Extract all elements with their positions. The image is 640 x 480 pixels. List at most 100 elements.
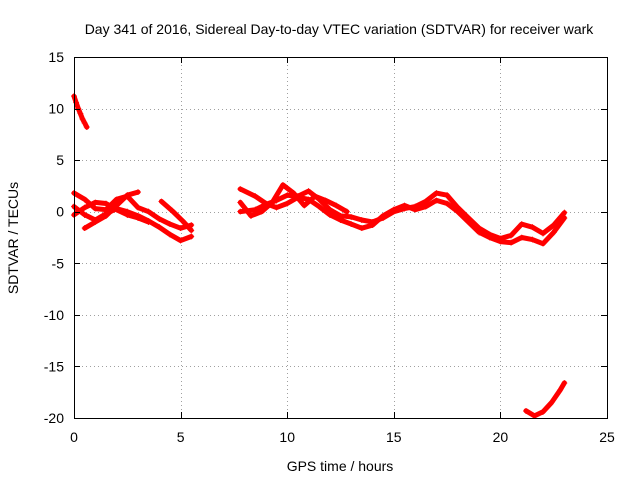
data-point: + <box>476 221 483 235</box>
data-point: + <box>454 205 461 219</box>
data-point: + <box>486 227 493 241</box>
data-point: + <box>486 231 493 245</box>
data-point: + <box>156 212 163 226</box>
data-point: + <box>279 178 286 192</box>
data-point: + <box>113 199 120 213</box>
data-point: + <box>188 229 195 243</box>
data-point: + <box>92 202 99 216</box>
data-point: + <box>188 218 195 232</box>
data-point: + <box>124 205 131 219</box>
data-point: + <box>380 209 387 223</box>
data-point: + <box>273 193 280 207</box>
data-point: + <box>301 199 308 213</box>
data-point: + <box>237 195 244 209</box>
data-point: + <box>548 396 555 410</box>
data-point: + <box>273 201 280 215</box>
data-point: + <box>252 203 259 217</box>
data-point: + <box>343 205 350 219</box>
series-arc-e <box>158 198 194 233</box>
y-tick-label: 5 <box>56 152 64 168</box>
data-point: + <box>79 112 86 126</box>
y-tick-label: -20 <box>44 410 64 426</box>
data-point: + <box>166 217 173 231</box>
data-point: + <box>188 223 195 237</box>
data-point: + <box>531 409 538 423</box>
data-point: + <box>508 228 515 242</box>
data-point: + <box>444 196 451 210</box>
data-point: + <box>561 206 568 220</box>
data-point: + <box>102 209 109 223</box>
grid-layer <box>74 57 607 418</box>
tick-layer: 0 5 10 15 20 25 -20 -15 -10 -5 0 5 10 15 <box>44 49 615 445</box>
data-point: + <box>348 217 355 231</box>
data-point: + <box>81 116 88 130</box>
data-point: + <box>145 215 152 229</box>
data-point: + <box>358 213 365 227</box>
y-tick-label: -15 <box>44 358 64 374</box>
x-tick-label: 5 <box>177 429 185 445</box>
data-point: + <box>561 211 568 225</box>
data-point: + <box>290 186 297 200</box>
data-point: + <box>177 234 184 248</box>
data-point: + <box>134 201 141 215</box>
data-point: + <box>348 210 355 224</box>
data-point: + <box>337 209 344 223</box>
data-point: + <box>326 203 333 217</box>
x-axis-label: GPS time / hours <box>287 458 394 474</box>
series-arc-late-low <box>523 380 567 419</box>
data-point: + <box>557 383 564 397</box>
data-point: + <box>550 225 557 239</box>
data-point: + <box>433 186 440 200</box>
y-tick-label: -10 <box>44 307 64 323</box>
data-point: + <box>433 193 440 207</box>
data-point: + <box>333 199 340 213</box>
data-point: + <box>83 120 90 134</box>
data-point: + <box>166 227 173 241</box>
data-point: + <box>92 215 99 229</box>
y-tick-label: 0 <box>56 204 64 220</box>
y-tick-label: 10 <box>48 101 64 117</box>
data-point: + <box>465 215 472 229</box>
series-arc-h <box>237 182 350 219</box>
data-point: + <box>401 199 408 213</box>
data-point: + <box>237 205 244 219</box>
data-point: + <box>465 211 472 225</box>
data-point: + <box>508 236 515 250</box>
data-point: + <box>412 203 419 217</box>
data-point: + <box>358 221 365 235</box>
data-point: + <box>497 232 504 246</box>
data-point: + <box>369 218 376 232</box>
data-point: + <box>422 200 429 214</box>
data-point: + <box>497 235 504 249</box>
data-point: + <box>102 203 109 217</box>
y-axis-label: SDTVAR / TECUs <box>5 182 21 294</box>
series-arc-c <box>71 199 152 225</box>
data-point: + <box>73 95 80 109</box>
data-point: + <box>540 405 547 419</box>
y-tick-label: 15 <box>48 49 64 65</box>
data-point: + <box>134 185 141 199</box>
data-point: + <box>550 218 557 232</box>
data-point: + <box>81 192 88 206</box>
data-point: + <box>337 213 344 227</box>
data-point: + <box>412 200 419 214</box>
data-point: + <box>179 214 186 228</box>
data-point: + <box>529 233 536 247</box>
data-point: + <box>81 208 88 222</box>
data-point: + <box>124 208 131 222</box>
data-point: + <box>77 107 84 121</box>
data-point: + <box>540 226 547 240</box>
data-point: + <box>145 205 152 219</box>
series-arc-early-high <box>71 93 90 130</box>
data-point: + <box>237 182 244 196</box>
data-point: + <box>262 196 269 210</box>
data-point: + <box>284 196 291 210</box>
data-point: + <box>444 188 451 202</box>
data-point: + <box>401 202 408 216</box>
y-tick-label: -5 <box>52 255 65 271</box>
data-point: + <box>269 195 276 209</box>
plot-frame <box>74 57 608 419</box>
data-point: + <box>529 220 536 234</box>
data-point: + <box>454 201 461 215</box>
